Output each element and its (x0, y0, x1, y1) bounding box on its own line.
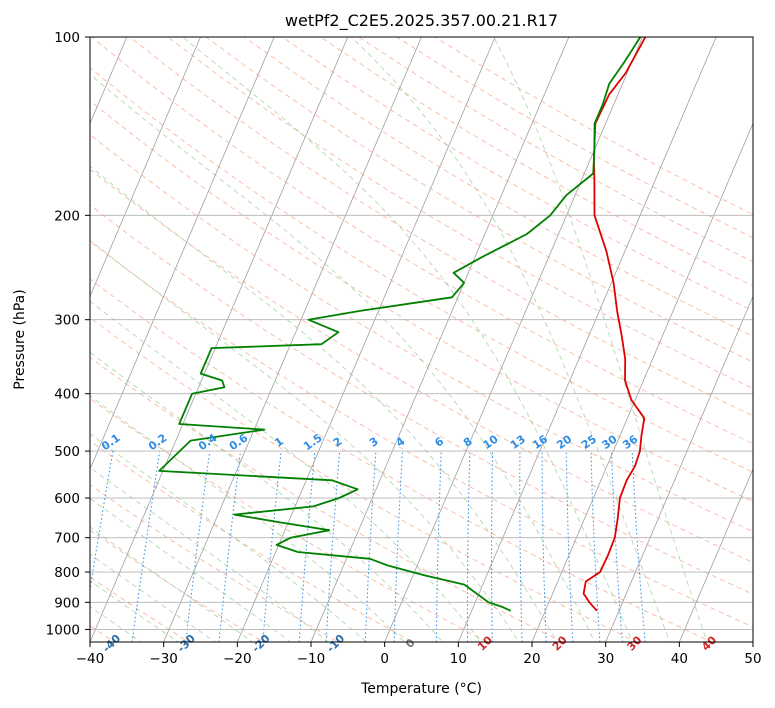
dry-adiabat (167, 37, 753, 390)
y-tick-label: 700 (54, 531, 80, 547)
x-tick-label: 40 (671, 651, 688, 667)
dewpoint-profile-line (158, 37, 642, 612)
isotherm-line (90, 37, 201, 298)
dry-adiabat (90, 278, 713, 642)
isotherm-line (236, 37, 496, 642)
dry-adiabat (90, 529, 265, 642)
isotherm-line (384, 37, 643, 642)
moist-adiabat (90, 165, 558, 642)
moist-adiabat (90, 553, 217, 642)
isotherm-line (457, 37, 717, 642)
moist-adiabat (90, 239, 520, 642)
isotherm-line (531, 122, 753, 642)
y-axis-label: Pressure (hPa) (12, 289, 28, 389)
y-tick-label: 300 (54, 313, 80, 329)
y-axis: 100 200 300 400 500 600 700 800 900 1000 (46, 30, 90, 638)
isotherm-line (90, 37, 349, 642)
y-tick-label: 400 (54, 387, 80, 403)
x-tick-label: 20 (523, 651, 540, 667)
x-tick-label: 10 (450, 651, 467, 667)
x-axis: −40 −30 −20 −10 0 10 20 30 40 50 (76, 642, 762, 667)
y-tick-label: 200 (54, 208, 80, 224)
x-tick-label: −20 (223, 651, 252, 667)
x-tick-label: 30 (597, 651, 614, 667)
moist-adiabat (182, 37, 633, 642)
y-tick-label: 1000 (46, 622, 80, 638)
chart-title: wetPf2_C2E5.2025.357.00.21.R17 (285, 11, 558, 31)
background-lines (90, 37, 753, 642)
isotherm-line (163, 37, 422, 642)
x-tick-label: −40 (76, 651, 105, 667)
dry-adiabat (243, 37, 753, 337)
dry-adiabat (90, 484, 340, 642)
isotherm-line (678, 468, 753, 642)
x-axis-label: Temperature (°C) (360, 681, 482, 697)
dry-adiabat (90, 240, 753, 628)
y-tick-label: 900 (54, 595, 80, 611)
x-tick-label: −30 (149, 651, 178, 667)
x-tick-label: 0 (380, 651, 389, 667)
dry-adiabat (129, 37, 753, 417)
dry-adiabat (90, 67, 753, 473)
y-tick-label: 500 (54, 444, 80, 460)
x-tick-label: 50 (744, 651, 761, 667)
moist-adiabat (90, 580, 179, 642)
isotherm-line (90, 37, 275, 471)
x-tick-label: −10 (297, 651, 326, 667)
moist-adiabat (90, 605, 142, 642)
isotherm-line (310, 37, 570, 642)
y-tick-label: 100 (54, 30, 80, 46)
moist-adiabat (90, 526, 254, 642)
y-tick-label: 600 (54, 491, 80, 507)
y-tick-label: 800 (54, 565, 80, 581)
profile-lines (158, 37, 647, 612)
plot-frame (89, 36, 754, 643)
isotherm-line (605, 295, 753, 642)
moist-adiabat (90, 73, 596, 642)
